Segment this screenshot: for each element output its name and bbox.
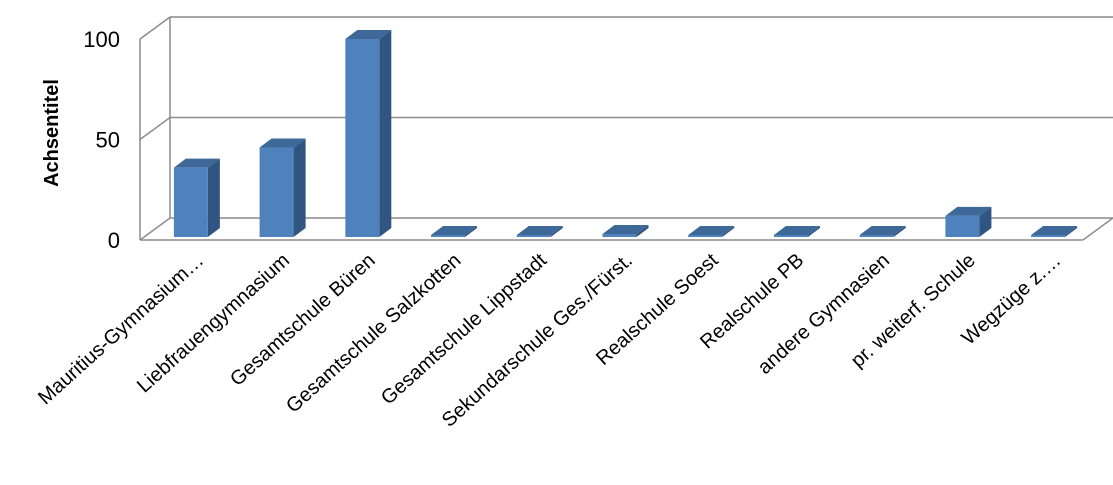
y-axis-title: Achsentitel	[41, 79, 63, 187]
x-tick-label: Gesamtschule Salzkotten	[282, 249, 465, 417]
bar-top	[688, 226, 735, 235]
bar-front	[859, 235, 894, 237]
bar	[602, 224, 649, 237]
bar-front	[602, 233, 637, 237]
bar-front	[773, 235, 808, 237]
x-tick-label: Mauritius-Gymnasium…	[34, 249, 208, 409]
bar-front	[1031, 235, 1066, 237]
bar-top	[431, 226, 478, 235]
gridline-connector	[139, 116, 171, 141]
bar-top	[602, 224, 649, 234]
bar	[859, 226, 906, 237]
x-tick-label: Liebfrauengymnasium	[133, 249, 294, 397]
bars-layer	[173, 30, 1078, 237]
y-tick-label: 50	[96, 128, 120, 153]
gridline-connector	[139, 16, 171, 40]
x-tick-label: Gesamtschule Büren	[226, 249, 380, 390]
bar	[173, 158, 220, 237]
y-tick-label: 0	[108, 228, 120, 253]
bar-top	[173, 158, 220, 168]
bar-side	[636, 224, 649, 237]
gridline-connector	[139, 217, 171, 241]
bar-front	[345, 39, 380, 237]
bar-side	[207, 158, 220, 237]
bar-front	[516, 235, 551, 237]
bar-top	[859, 226, 906, 235]
bar	[516, 226, 563, 237]
bar-side	[293, 138, 306, 237]
bar-front	[688, 235, 723, 237]
bar-front	[259, 147, 294, 237]
bar-front	[431, 235, 466, 237]
bar	[259, 138, 306, 237]
bar	[431, 226, 478, 237]
bar-side	[722, 226, 735, 237]
bar-top	[259, 138, 306, 148]
bar-side	[893, 226, 906, 237]
bar-side	[807, 226, 820, 237]
bar-top	[945, 206, 992, 216]
bar-side	[379, 30, 392, 237]
bar	[345, 30, 392, 237]
bar-front	[945, 215, 980, 237]
bar-top	[516, 226, 563, 235]
bar-side	[1065, 226, 1078, 237]
floor-right-edge	[1082, 217, 1113, 241]
y-tick-label: 100	[83, 27, 120, 52]
bar-side	[550, 226, 563, 237]
bar	[688, 226, 735, 237]
bar-top	[345, 30, 392, 39]
bar-side	[979, 206, 992, 237]
x-tick-label: Gesamtschule Lippstadt	[377, 249, 551, 409]
bar-top	[1031, 226, 1078, 235]
bar	[945, 206, 992, 237]
bar-top	[773, 226, 820, 235]
bar	[1031, 226, 1078, 237]
bar-front	[173, 167, 208, 237]
bar	[773, 226, 820, 237]
bar-side	[465, 226, 478, 237]
